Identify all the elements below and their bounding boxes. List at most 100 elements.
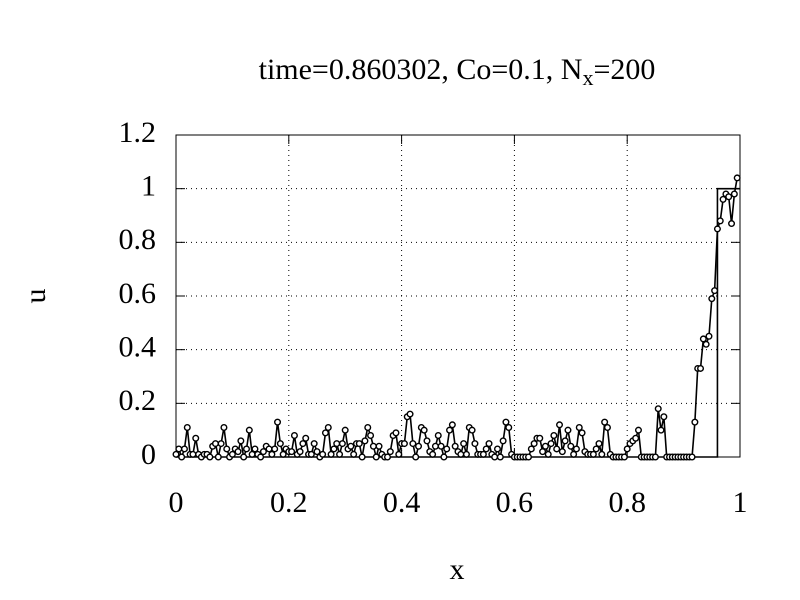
data-point: [234, 448, 242, 456]
data-point: [265, 445, 273, 453]
data-point: [553, 445, 561, 453]
data-point: [460, 440, 468, 448]
data-point: [223, 445, 231, 453]
data-point: [341, 426, 349, 434]
data-point: [561, 437, 569, 445]
data-point: [651, 453, 659, 461]
data-point: [536, 434, 544, 442]
data-point: [288, 448, 296, 456]
chart-title: time=0.860302, Co=0.1, Nx=200: [259, 53, 656, 90]
data-point: [217, 440, 225, 448]
data-point: [178, 453, 186, 461]
data-point: [431, 442, 439, 450]
data-point: [240, 453, 248, 461]
data-point: [434, 432, 442, 440]
data-point: [437, 442, 445, 450]
data-point: [530, 440, 538, 448]
data-point: [307, 450, 315, 458]
data-point: [468, 426, 476, 434]
data-point: [327, 450, 335, 458]
data-point: [268, 450, 276, 458]
data-point: [589, 450, 597, 458]
data-point: [541, 442, 549, 450]
data-point: [491, 453, 499, 461]
data-point: [228, 450, 236, 458]
y-tick-label: 0.2: [119, 384, 157, 417]
data-point: [192, 434, 200, 442]
x-tick-label: 0.2: [270, 486, 308, 519]
data-point: [257, 453, 265, 461]
data-point: [705, 332, 713, 340]
data-point: [657, 426, 665, 434]
data-point: [699, 335, 707, 343]
data-point: [505, 423, 513, 431]
data-point: [550, 432, 558, 440]
data-point: [248, 450, 256, 458]
data-point: [412, 453, 420, 461]
data-point: [251, 445, 259, 453]
data-point: [448, 421, 456, 429]
data-point: [485, 440, 493, 448]
data-point: [355, 440, 363, 448]
data-point: [415, 442, 423, 450]
data-point: [420, 426, 428, 434]
data-point: [369, 442, 377, 450]
y-tick-label: 0: [141, 438, 156, 471]
title-text: =200: [593, 53, 655, 86]
y-tick-label: 0.8: [119, 223, 157, 256]
data-point: [350, 450, 358, 458]
data-point: [319, 450, 327, 458]
data-point: [321, 429, 329, 437]
data-point: [556, 421, 564, 429]
data-point: [330, 445, 338, 453]
data-point: [259, 448, 267, 456]
data-point: [372, 453, 380, 461]
title-text: time=0.860302, Co=0.1, N: [259, 53, 583, 86]
data-point: [620, 453, 628, 461]
data-point: [271, 445, 279, 453]
data-point: [527, 445, 535, 453]
data-point: [279, 450, 287, 458]
data-point: [570, 450, 578, 458]
x-tick-label: 1: [733, 486, 748, 519]
data-point: [632, 434, 640, 442]
x-tick-label: 0.4: [383, 486, 421, 519]
data-point: [471, 440, 479, 448]
data-point: [310, 440, 318, 448]
data-point: [220, 423, 228, 431]
y-tick-label: 0.4: [119, 331, 157, 364]
data-point: [338, 440, 346, 448]
data-point: [211, 440, 219, 448]
data-point: [730, 190, 738, 198]
data-point: [634, 426, 642, 434]
data-point: [493, 445, 501, 453]
data-point: [457, 450, 465, 458]
data-point: [544, 450, 552, 458]
y-tick-label: 1.2: [119, 116, 157, 149]
data-point: [183, 423, 191, 431]
data-point: [386, 448, 394, 456]
title-subscript: x: [582, 65, 593, 90]
data-point: [324, 423, 332, 431]
data-point: [499, 437, 507, 445]
data-point: [623, 445, 631, 453]
data-point: [406, 410, 414, 418]
data-point: [440, 453, 448, 461]
y-axis-label: u: [19, 289, 52, 304]
data-point: [409, 440, 417, 448]
data-point: [367, 432, 375, 440]
data-point: [313, 448, 321, 456]
data-point: [592, 445, 600, 453]
data-point: [214, 453, 222, 461]
data-point: [462, 450, 470, 458]
data-point: [429, 450, 437, 458]
data-point: [660, 413, 668, 421]
data-point: [578, 429, 586, 437]
data-point: [482, 445, 490, 453]
data-point: [572, 445, 580, 453]
x-tick-label: 0.6: [496, 486, 534, 519]
data-point: [276, 440, 284, 448]
data-point: [575, 423, 583, 431]
data-point: [336, 450, 344, 458]
data-point: [245, 426, 253, 434]
